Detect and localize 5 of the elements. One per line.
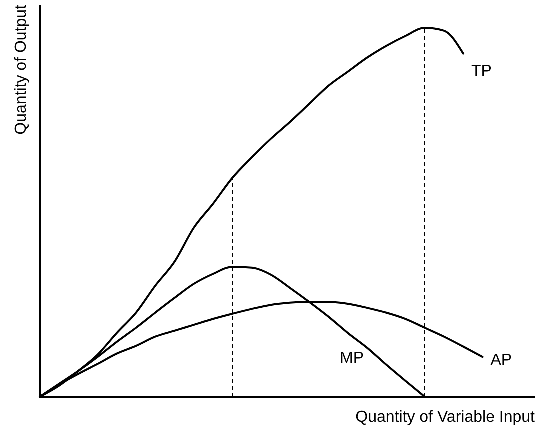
series-label: AP xyxy=(490,352,512,370)
series-label: MP xyxy=(340,350,364,368)
y-axis-title: Quantity of Output xyxy=(13,4,30,135)
x-axis-title: Quantity of Variable Input xyxy=(356,409,536,426)
series-label: TP xyxy=(472,62,492,80)
